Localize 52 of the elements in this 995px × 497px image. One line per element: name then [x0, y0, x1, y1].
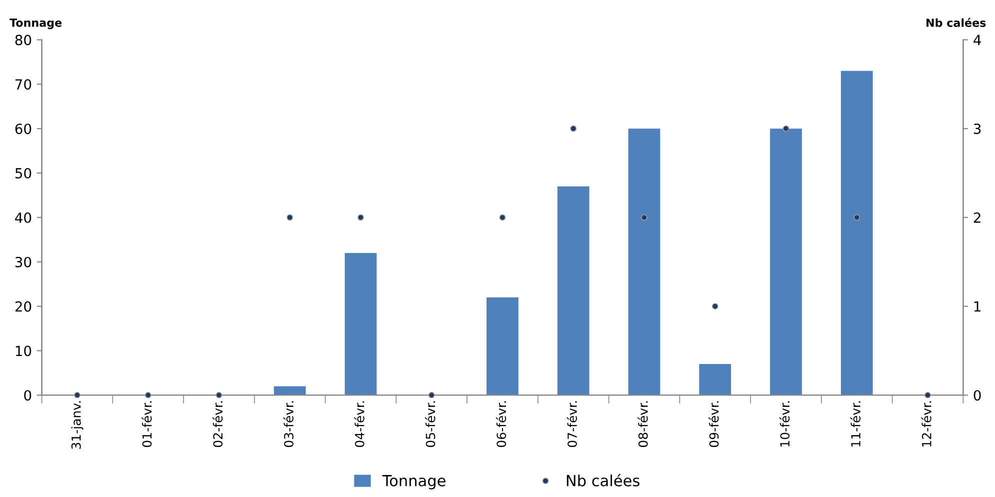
- bar: [770, 128, 802, 396]
- x-tick-label: 07-févr.: [566, 401, 577, 448]
- point: [782, 125, 790, 132]
- point: [924, 392, 931, 398]
- x-tick-label: 10-févr.: [779, 401, 790, 446]
- y2-axis-title: Nb calées: [926, 18, 986, 27]
- point: [854, 214, 860, 221]
- x-tick-label: 31-janv.: [71, 401, 84, 449]
- x-tick-label: 04-févr.: [354, 401, 364, 448]
- point: [499, 214, 506, 221]
- y2-tick-label: 4: [974, 34, 981, 46]
- x-tick-label: 09-févr.: [708, 401, 719, 448]
- x-tick-label: 12-févr.: [921, 401, 932, 446]
- point: [74, 392, 80, 398]
- point: [286, 214, 294, 221]
- point: [712, 303, 718, 310]
- bar: [486, 297, 518, 396]
- y-tick-label: 20: [15, 301, 32, 312]
- y-tick-label: 10: [16, 346, 32, 356]
- y-tick-label: 30: [15, 256, 32, 268]
- x-tick-label: 05-févr.: [425, 401, 436, 448]
- y-tick-label: 40: [15, 212, 32, 223]
- x-tick-label: 08-févr.: [638, 401, 648, 448]
- y-tick-label: 80: [15, 34, 32, 46]
- x-tick-label: 06-févr.: [496, 401, 506, 448]
- y2-tick-label: 0: [974, 390, 981, 401]
- y-tick-label: 50: [15, 168, 32, 178]
- bar: [628, 128, 660, 396]
- legend-label: Tonnage: [382, 475, 446, 490]
- y2-tick-label: 1: [974, 301, 980, 312]
- y-axis-title: Tonnage: [10, 18, 62, 30]
- x-tick-label: 11-févr.: [850, 401, 860, 446]
- legend-label: Nb calées: [566, 474, 640, 486]
- bar: [699, 364, 732, 396]
- point: [641, 214, 648, 221]
- point: [358, 214, 364, 221]
- x-tick-label: 03-févr.: [283, 401, 294, 448]
- x-tick-label: 01-févr.: [142, 401, 152, 448]
- point: [216, 392, 222, 398]
- bar: [557, 186, 590, 396]
- y-tick-label: 0: [24, 390, 32, 401]
- y-tick-label: 60: [15, 124, 32, 134]
- y-tick-label: 70: [16, 79, 32, 90]
- bar: [840, 70, 873, 396]
- point: [570, 125, 577, 132]
- point: [428, 392, 435, 398]
- bar: [344, 252, 377, 396]
- x-tick-label: 02-févr.: [212, 401, 223, 448]
- bar: [274, 386, 306, 396]
- y2-tick-label: 3: [974, 124, 981, 134]
- point: [144, 392, 152, 398]
- y2-tick-label: 2: [974, 212, 980, 223]
